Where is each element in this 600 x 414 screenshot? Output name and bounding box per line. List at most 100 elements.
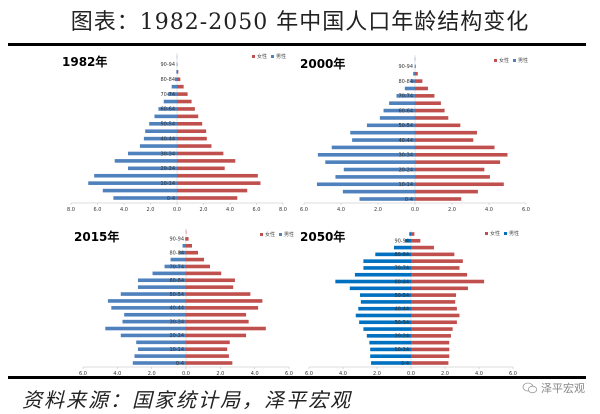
bar-male-10-14 xyxy=(370,347,411,352)
bar-female-0-4 xyxy=(415,197,462,201)
bar-male-25-29 xyxy=(114,159,177,163)
bar-male-60-64 xyxy=(335,279,411,284)
bar-female-35-39 xyxy=(411,313,460,318)
legend-swatch-female xyxy=(260,233,263,236)
bar-male-20-24 xyxy=(120,333,186,338)
bar-female-55-59 xyxy=(411,286,468,291)
bar-male-70-74 xyxy=(164,264,186,269)
age-label: 0-4 xyxy=(405,197,413,203)
bar-male-85-89 xyxy=(394,245,411,250)
bar-female-10-14 xyxy=(411,347,450,352)
bar-male-80-84 xyxy=(375,252,411,257)
age-label: 50-54 xyxy=(169,292,184,298)
bar-male-80-84 xyxy=(175,77,177,82)
x-tick-label: 2.0 xyxy=(373,371,381,377)
x-tick-label: 4.0 xyxy=(251,371,259,377)
bar-female-70-74 xyxy=(411,266,460,270)
bar-male-95+ xyxy=(409,232,411,236)
bar-male-20-24 xyxy=(366,334,411,338)
bar-female-20-24 xyxy=(411,334,451,338)
bar-male-90-94 xyxy=(185,237,186,241)
x-tick-label: 4.0 xyxy=(475,371,483,377)
legend-swatch-female xyxy=(494,59,497,62)
bar-male-30-34 xyxy=(317,152,415,157)
legend-swatch-female xyxy=(252,55,255,58)
bar-female-20-24 xyxy=(415,167,485,172)
bar-male-30-34 xyxy=(122,319,186,324)
bar-male-70-74 xyxy=(396,94,415,98)
age-label: 40-44 xyxy=(398,138,413,144)
chart-title: 2015年 xyxy=(74,229,119,244)
bar-male-70-74 xyxy=(363,266,411,270)
bar-male-5-9 xyxy=(134,354,186,358)
x-tick-label: 6.0 xyxy=(253,207,261,213)
bar-male-55-59 xyxy=(137,285,186,289)
bar-female-85-89 xyxy=(411,245,434,250)
bar-female-75-79 xyxy=(177,84,184,89)
bar-female-65-69 xyxy=(186,271,222,276)
bar-female-65-69 xyxy=(177,99,192,104)
x-tick-label: 4.0 xyxy=(485,207,493,213)
bar-male-55-59 xyxy=(154,114,177,119)
bar-male-45-49 xyxy=(107,299,186,303)
x-tick-label: 4.0 xyxy=(226,207,234,213)
bar-female-25-29 xyxy=(177,159,236,163)
bar-female-10-14 xyxy=(415,182,504,187)
bar-male-35-39 xyxy=(139,144,177,148)
bar-male-10-14 xyxy=(316,182,415,187)
bar-female-5-9 xyxy=(415,189,478,194)
bar-female-60-64 xyxy=(186,278,235,283)
age-label: 90-94 xyxy=(398,64,413,70)
age-label: 20-24 xyxy=(160,166,175,172)
bar-female-30-34 xyxy=(411,320,457,325)
age-label: 10-14 xyxy=(169,347,184,353)
age-label: 0-4 xyxy=(401,361,409,367)
age-label: 90-94 xyxy=(160,62,175,68)
pyramid-0: 8.0 6.0 4.0 2.0 0.0 2.0 4.0 6.0 8.0 0-4 10-14 20-24… xyxy=(62,53,287,213)
x-tick-label: 6.0 xyxy=(509,371,517,377)
x-tick-label: 4.0 xyxy=(113,371,121,377)
age-label: 80-84 xyxy=(394,252,409,258)
bar-female-0-4 xyxy=(177,196,238,200)
age-label: 70-74 xyxy=(169,264,184,270)
bar-male-30-34 xyxy=(127,151,177,156)
x-tick-label: 0.0 xyxy=(173,207,181,213)
bar-female-25-29 xyxy=(415,160,501,164)
bar-female-70-74 xyxy=(177,92,188,96)
bar-female-65-69 xyxy=(415,101,441,106)
x-tick-label: 2.0 xyxy=(448,207,456,213)
bar-female-25-29 xyxy=(411,327,453,331)
age-label: 0-4 xyxy=(167,196,175,202)
legend-label-female: 女性 xyxy=(490,230,500,237)
age-label: 20-24 xyxy=(398,167,413,173)
bar-female-45-49 xyxy=(177,129,207,134)
bar-male-25-29 xyxy=(363,327,411,331)
figure-title: 图表：1982-2050 年中国人口年龄结构变化 xyxy=(70,10,530,35)
bar-female-35-39 xyxy=(415,145,495,150)
x-tick-label: 8.0 xyxy=(279,207,287,213)
bar-male-80-84 xyxy=(410,79,415,83)
bar-female-10-14 xyxy=(186,347,228,352)
source-note: 资料来源：国家统计局，泽平宏观 xyxy=(22,388,352,412)
legend-swatch-male xyxy=(513,59,516,62)
bar-male-15-19 xyxy=(369,340,411,345)
bar-male-45-49 xyxy=(145,129,177,134)
bar-female-80-84 xyxy=(177,77,181,82)
pyramid-2: 6.0 4.0 2.0 0.0 2.0 4.0 6.0 0-4 10-14 20-24 30-34 4… xyxy=(74,228,294,377)
bar-female-30-34 xyxy=(186,319,249,324)
legend-label-male: 男性 xyxy=(284,231,294,238)
bar-male-35-39 xyxy=(331,145,415,150)
legend-label-female: 女性 xyxy=(265,231,275,238)
bar-male-20-24 xyxy=(343,167,415,172)
bar-female-25-29 xyxy=(186,326,266,331)
bar-female-70-74 xyxy=(415,94,435,98)
age-label: 40-44 xyxy=(160,136,175,142)
chart-title: 2050年 xyxy=(300,229,345,244)
bar-female-45-49 xyxy=(415,130,477,135)
bar-female-60-64 xyxy=(177,107,195,111)
bar-female-80-84 xyxy=(186,250,199,255)
bar-female-90-94 xyxy=(411,238,421,243)
age-label: 10-14 xyxy=(160,181,175,187)
chart-title: 2000年 xyxy=(300,56,345,71)
